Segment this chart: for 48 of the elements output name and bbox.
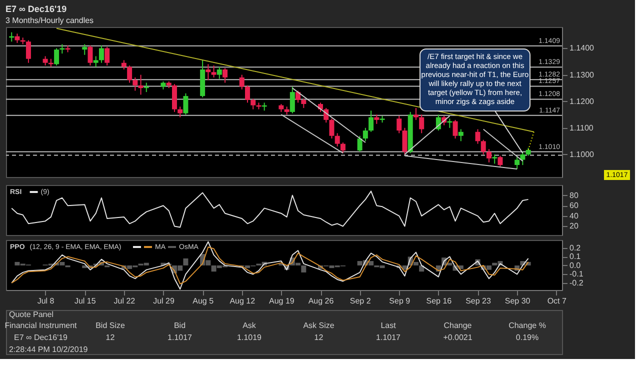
x-tick-label: Sep 2: [350, 296, 372, 306]
category-label: Financial Instrument: [4, 321, 78, 330]
x-tick-label: Oct 7: [547, 296, 567, 306]
text: E7 ∞ Dec16'19: [14, 333, 68, 342]
text: 12: [106, 333, 115, 342]
y-tick-label: 60: [570, 201, 579, 210]
text: 1.1019: [237, 333, 262, 342]
x-tick-label: Aug 12: [230, 296, 256, 306]
y-tick-label: 40: [570, 211, 579, 220]
y-tick-label: 0.0: [570, 260, 582, 270]
x-tick-label: Sep 23: [466, 296, 492, 306]
text: 2:28:44 PM 10/2/2019: [9, 345, 88, 354]
y-tick-label: 1.1100: [570, 123, 594, 132]
x-tick-label: Aug 5: [192, 296, 214, 306]
y-tick-label: 1.1000: [570, 150, 595, 159]
x-tick-label: Jul 22: [114, 296, 136, 306]
y-tick-label: 1.1300: [570, 70, 595, 80]
category-label: Change %: [508, 321, 546, 330]
category-label: Bid: [174, 321, 186, 330]
text: 0.19%: [516, 333, 539, 342]
y-tick-label: 1.1400: [570, 44, 595, 53]
x-tick-label: Jul 8: [37, 296, 55, 306]
x-tick-label: Aug 26: [308, 296, 334, 306]
x-tick-label: Sep 30: [504, 296, 531, 306]
category-label: Change: [444, 321, 472, 330]
y-tick-label: 0.2: [570, 243, 582, 252]
y-tick-label: -0.2: [570, 278, 584, 288]
y-tick-label: 20: [570, 222, 579, 231]
y-tick-label: -0.1: [570, 270, 584, 279]
y-tick-label: 0.1: [570, 252, 582, 262]
y-tick-label: 1.1200: [570, 96, 595, 106]
x-tick-label: Aug 19: [269, 296, 295, 306]
text: 1.1017: [376, 333, 400, 342]
category-label: Ask Size: [303, 321, 335, 330]
y-tick-label: 80: [570, 190, 579, 200]
chart-subtitle: 3 Months/Hourly candles: [6, 16, 94, 25]
x-tick-label: Jul 29: [153, 296, 175, 306]
text: +0.0021: [443, 333, 472, 342]
text: 1.1017: [168, 333, 192, 342]
x-tick-label: Jul 15: [74, 296, 96, 306]
category-label: Bid Size: [96, 321, 126, 330]
category-label: Last: [380, 321, 397, 330]
text: Quote Panel: [9, 310, 54, 319]
x-tick-label: Sep 16: [426, 296, 452, 306]
category-label: Ask: [242, 321, 257, 330]
x-tick-label: Sep 9: [389, 296, 411, 306]
text: 12: [314, 333, 324, 342]
chart-title: E7 ∞ Dec16'19: [6, 4, 67, 14]
